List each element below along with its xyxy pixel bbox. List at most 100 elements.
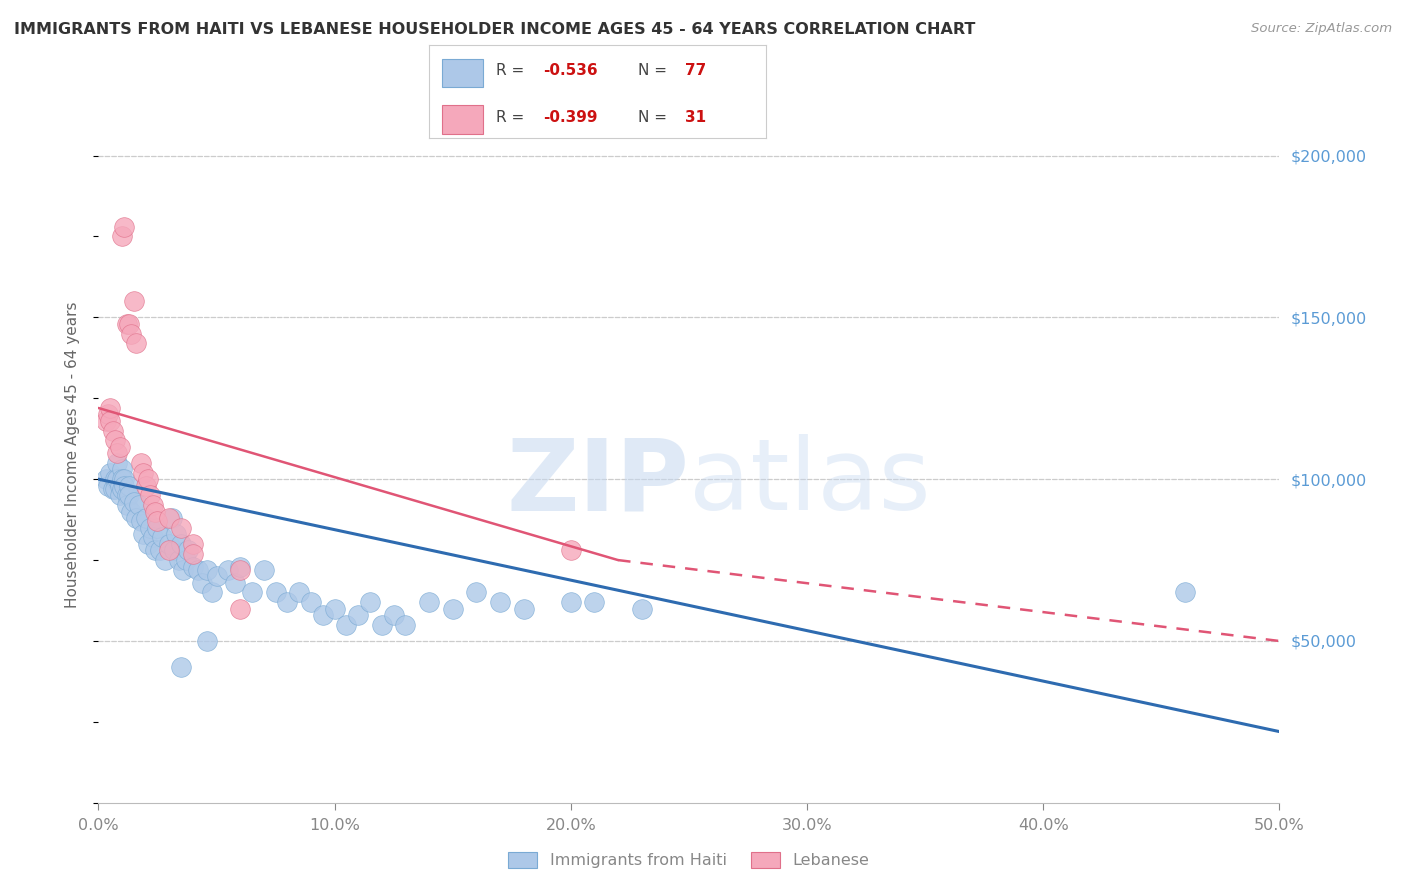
Point	[136, 537, 159, 551]
Point	[1174, 585, 1197, 599]
Point	[121, 326, 143, 341]
Point	[105, 472, 128, 486]
Point	[299, 595, 322, 609]
Point	[146, 521, 169, 535]
Point	[205, 569, 228, 583]
Point	[240, 585, 263, 599]
Point	[371, 617, 394, 632]
Point	[201, 585, 224, 599]
Point	[139, 488, 162, 502]
Point	[288, 585, 311, 599]
Point	[195, 634, 218, 648]
Point	[112, 472, 135, 486]
Point	[129, 514, 152, 528]
Point	[112, 478, 135, 492]
Point	[111, 462, 134, 476]
Text: Source: ZipAtlas.com: Source: ZipAtlas.com	[1251, 22, 1392, 36]
Point	[122, 495, 145, 509]
Point	[465, 585, 488, 599]
Text: ZIP: ZIP	[506, 434, 689, 532]
Point	[146, 514, 169, 528]
Point	[157, 537, 180, 551]
Point	[177, 543, 200, 558]
Point	[115, 498, 138, 512]
Point	[101, 424, 124, 438]
Point	[136, 472, 159, 486]
Point	[111, 482, 134, 496]
Point	[139, 521, 162, 535]
Point	[276, 595, 298, 609]
Text: R =: R =	[496, 110, 530, 125]
Point	[441, 601, 464, 615]
Point	[143, 543, 166, 558]
Point	[142, 531, 165, 545]
Point	[489, 595, 512, 609]
Point	[105, 456, 128, 470]
Point	[229, 563, 252, 577]
Point	[157, 511, 180, 525]
Text: R =: R =	[496, 63, 530, 78]
Point	[108, 440, 131, 454]
Point	[170, 521, 193, 535]
Text: N =: N =	[638, 110, 672, 125]
Point	[181, 559, 204, 574]
Point	[163, 543, 186, 558]
Point	[150, 531, 173, 545]
Bar	[443, 59, 482, 87]
Bar	[443, 105, 482, 134]
Point	[335, 617, 357, 632]
Text: atlas: atlas	[689, 434, 931, 532]
Point	[97, 478, 120, 492]
Point	[170, 537, 193, 551]
Legend: Immigrants from Haiti, Lebanese: Immigrants from Haiti, Lebanese	[502, 846, 876, 875]
Point	[101, 482, 124, 496]
Point	[253, 563, 276, 577]
Point	[118, 478, 141, 492]
Point	[97, 408, 120, 422]
Point	[125, 511, 148, 525]
Point	[112, 219, 135, 234]
Point	[115, 317, 138, 331]
Point	[560, 595, 582, 609]
Point	[191, 575, 214, 590]
Point	[165, 527, 187, 541]
Text: 77: 77	[685, 63, 707, 78]
Point	[121, 504, 143, 518]
Point	[312, 608, 335, 623]
Point	[630, 601, 652, 615]
Point	[264, 585, 287, 599]
Point	[118, 317, 141, 331]
Point	[104, 434, 127, 448]
Point	[181, 547, 204, 561]
Point	[217, 563, 239, 577]
Point	[128, 498, 150, 512]
Point	[359, 595, 381, 609]
Y-axis label: Householder Income Ages 45 - 64 years: Householder Income Ages 45 - 64 years	[65, 301, 80, 608]
Point	[187, 563, 209, 577]
Point	[167, 553, 190, 567]
Point	[347, 608, 370, 623]
Point	[149, 543, 172, 558]
Point	[229, 559, 252, 574]
Point	[382, 608, 405, 623]
Point	[143, 504, 166, 518]
Point	[132, 527, 155, 541]
Point	[98, 466, 121, 480]
Point	[98, 401, 121, 415]
Point	[560, 543, 582, 558]
Point	[323, 601, 346, 615]
Point	[174, 553, 197, 567]
Text: N =: N =	[638, 63, 672, 78]
Point	[172, 563, 194, 577]
Point	[111, 229, 134, 244]
Point	[122, 294, 145, 309]
Point	[108, 478, 131, 492]
Point	[118, 488, 141, 502]
Point	[104, 472, 127, 486]
Point	[229, 601, 252, 615]
Point	[224, 575, 246, 590]
Point	[135, 511, 157, 525]
Text: 31: 31	[685, 110, 706, 125]
Point	[125, 336, 148, 351]
Point	[108, 488, 131, 502]
